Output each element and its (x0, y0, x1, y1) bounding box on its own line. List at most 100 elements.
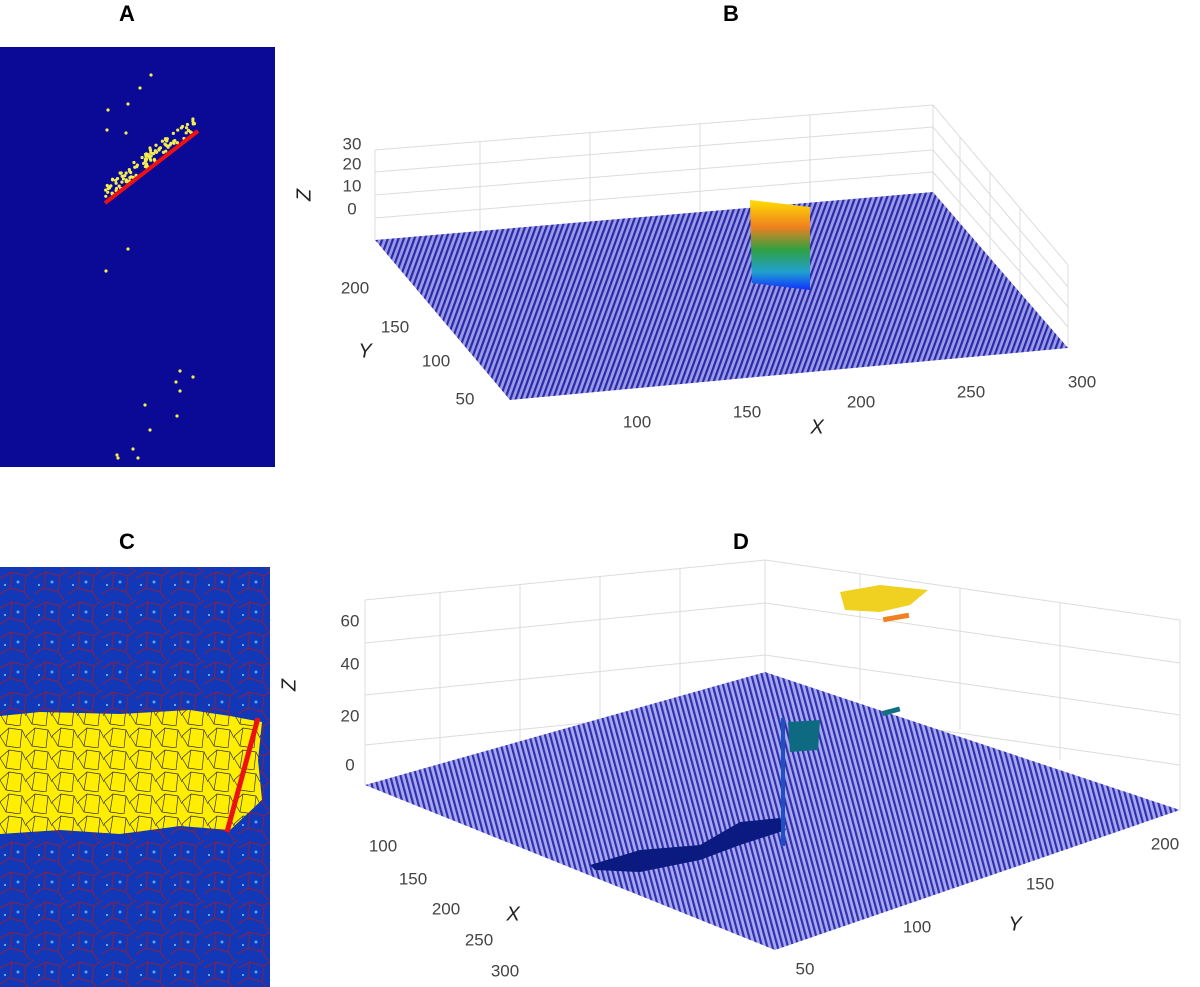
point (163, 142, 167, 146)
point (149, 151, 153, 155)
panel-c (0, 567, 270, 987)
point (161, 150, 166, 154)
point (104, 188, 108, 192)
point (135, 165, 139, 169)
point (128, 176, 132, 180)
y-tick-label: 50 (796, 959, 815, 978)
point (104, 269, 108, 273)
point (191, 122, 195, 126)
y-tick-label: 100 (903, 917, 931, 936)
y-axis-label: Y (1008, 913, 1023, 935)
region (0, 710, 262, 834)
point (114, 181, 118, 185)
y-axis-label: Y (358, 340, 373, 362)
point (143, 157, 148, 161)
point (126, 247, 130, 251)
z-tick-label: 20 (341, 706, 360, 725)
point (105, 183, 109, 188)
point (148, 146, 152, 150)
point (123, 174, 127, 178)
blob-low (590, 818, 786, 872)
point (158, 146, 162, 150)
point (191, 119, 195, 123)
y-tick-label: 200 (1151, 834, 1179, 853)
point (111, 178, 115, 182)
point (126, 102, 130, 106)
point (121, 177, 126, 181)
x-tick-label: 250 (465, 930, 493, 949)
z-tick-label: 0 (345, 755, 354, 774)
z-tick-label: 0 (347, 199, 356, 218)
point (144, 162, 149, 166)
point (138, 86, 142, 90)
point (172, 141, 176, 145)
x-axis-label: X (505, 903, 520, 925)
point (106, 190, 110, 194)
point (124, 131, 128, 135)
x-tick-label: 250 (957, 382, 985, 401)
points (104, 73, 197, 460)
point (110, 191, 114, 195)
panel-a (0, 47, 275, 467)
point (154, 143, 158, 147)
z-axis-label: Z (278, 678, 300, 692)
x-tick-label: 300 (491, 961, 519, 980)
point (184, 126, 189, 130)
x-tick-label: 200 (847, 392, 875, 411)
fit-line (103, 129, 200, 205)
z-tick-label: 20 (343, 154, 362, 173)
point (160, 139, 165, 143)
point (141, 161, 146, 166)
point (178, 369, 182, 373)
point (149, 154, 153, 158)
panel-label: C (119, 529, 135, 554)
surface (365, 672, 1180, 950)
point (124, 178, 129, 182)
point (186, 128, 190, 132)
point (124, 171, 128, 175)
point (143, 403, 147, 407)
point (128, 169, 132, 173)
peak (750, 200, 810, 290)
x-tick-label: 150 (733, 402, 761, 421)
spike (781, 718, 785, 846)
point (185, 122, 190, 127)
panel-label: A (119, 1, 135, 26)
x-tick-label: 150 (399, 869, 427, 888)
blob-high2 (882, 612, 910, 623)
point (165, 137, 169, 141)
point (178, 389, 182, 393)
point (132, 160, 136, 165)
x-tick-label: 100 (369, 836, 397, 855)
point (148, 428, 152, 432)
point (117, 184, 121, 188)
y-tick-label: 50 (456, 389, 475, 408)
point (105, 128, 109, 132)
point (174, 380, 178, 384)
panel-b (374, 104, 1069, 400)
panel-d (364, 559, 1181, 950)
x-tick-label: 100 (623, 412, 651, 431)
z-tick-label: 40 (341, 654, 360, 673)
y-tick-label: 200 (341, 278, 369, 297)
y-tick-label: 150 (381, 317, 409, 336)
panel-label: B (723, 1, 739, 26)
image-a (0, 47, 275, 467)
point (153, 149, 157, 153)
point (175, 141, 180, 145)
axes-box (364, 559, 1181, 810)
x-tick-label: 200 (432, 899, 460, 918)
blob-mid (788, 720, 820, 752)
z-tick-label: 60 (341, 611, 360, 630)
boundary-line (224, 717, 261, 833)
point (120, 174, 124, 178)
point (149, 158, 153, 162)
point (106, 186, 110, 191)
grid-lines (374, 115, 1069, 328)
panel-label: D (733, 529, 749, 554)
point (175, 414, 179, 418)
point (191, 375, 195, 379)
point (176, 128, 180, 132)
z-axis-label: Z (293, 188, 315, 202)
